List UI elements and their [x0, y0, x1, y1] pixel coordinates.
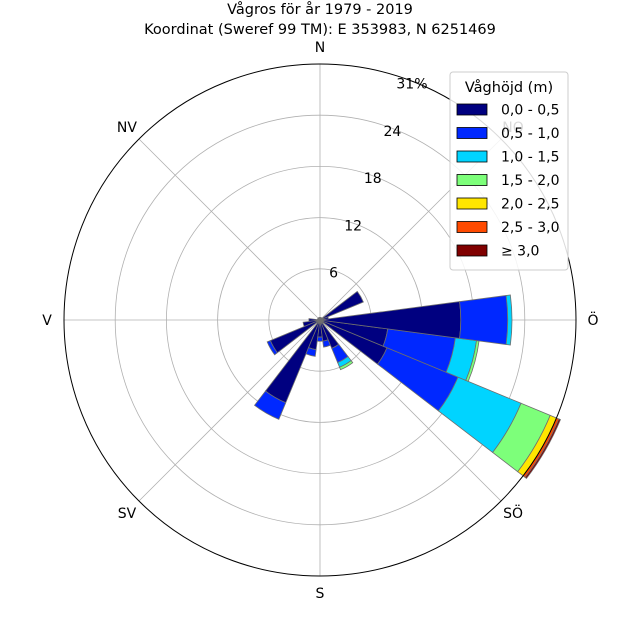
bar-segment	[339, 360, 354, 371]
legend-label: ≥ 3,0	[501, 244, 539, 260]
bar-segment	[266, 340, 278, 356]
legend-swatch	[456, 103, 488, 116]
radial-tick-labels: 6 12 18 24 31%	[329, 76, 427, 281]
legend-label: 1,0 - 1,5	[501, 150, 559, 166]
legend-frame	[449, 71, 569, 271]
radial-tick-label: 31%	[396, 76, 427, 92]
legend-label: 2,0 - 2,5	[501, 197, 559, 213]
direction-label: SÖ	[503, 504, 523, 522]
polar-grid	[64, 64, 576, 576]
bar-segment	[505, 294, 513, 346]
bar-segment	[524, 418, 561, 480]
bar-segment	[459, 295, 509, 345]
legend-swatch	[456, 150, 488, 163]
legend-swatch	[456, 127, 488, 139]
chart-subtitle: Koordinat (Sweref 99 TM): E 353983, N 62…	[144, 22, 496, 38]
grid-spoke	[319, 319, 502, 502]
legend-swatch	[456, 174, 488, 186]
direction-label: Ö	[587, 311, 598, 329]
radial-tick-label: 12	[344, 218, 362, 234]
radial-tick-label: 18	[364, 171, 382, 187]
bar-segment	[305, 347, 317, 357]
grid-spoke	[138, 138, 321, 321]
direction-label: SV	[118, 506, 137, 522]
direction-label: S	[316, 586, 325, 602]
polar-frame	[63, 63, 577, 577]
legend-swatch	[456, 244, 488, 257]
legend-items: 0,0 - 0,5 0,5 - 1,0 1,0 - 1,5 1,5 - 2,0 2,0 …	[456, 103, 559, 260]
legend-title: Våghöjd (m)	[465, 79, 553, 96]
bar-segment	[319, 317, 322, 321]
bar-segment	[319, 290, 364, 321]
legend-label: 0,5 - 1,0	[501, 126, 559, 142]
legend-swatch	[456, 197, 488, 210]
legend-swatch	[456, 221, 488, 233]
bar-segment	[253, 390, 287, 420]
radial-tick-label: 24	[383, 124, 401, 140]
legend-label: 2,5 - 3,0	[501, 220, 559, 236]
legend: Våghöjd (m) 0,0 - 0,5 0,5 - 1,0 1,0 - 1,5 1…	[449, 71, 569, 271]
chart-title: Vågros för år 1979 - 2019	[227, 1, 413, 18]
legend-label: 1,5 - 2,0	[501, 173, 559, 189]
direction-label: N	[315, 40, 325, 56]
direction-label: V	[42, 313, 52, 329]
grid-spoke	[138, 319, 321, 502]
radial-tick-label: 6	[329, 266, 338, 282]
wave-bars	[253, 290, 561, 480]
direction-label: NV	[117, 120, 137, 136]
legend-label: 0,0 - 0,5	[501, 103, 559, 119]
